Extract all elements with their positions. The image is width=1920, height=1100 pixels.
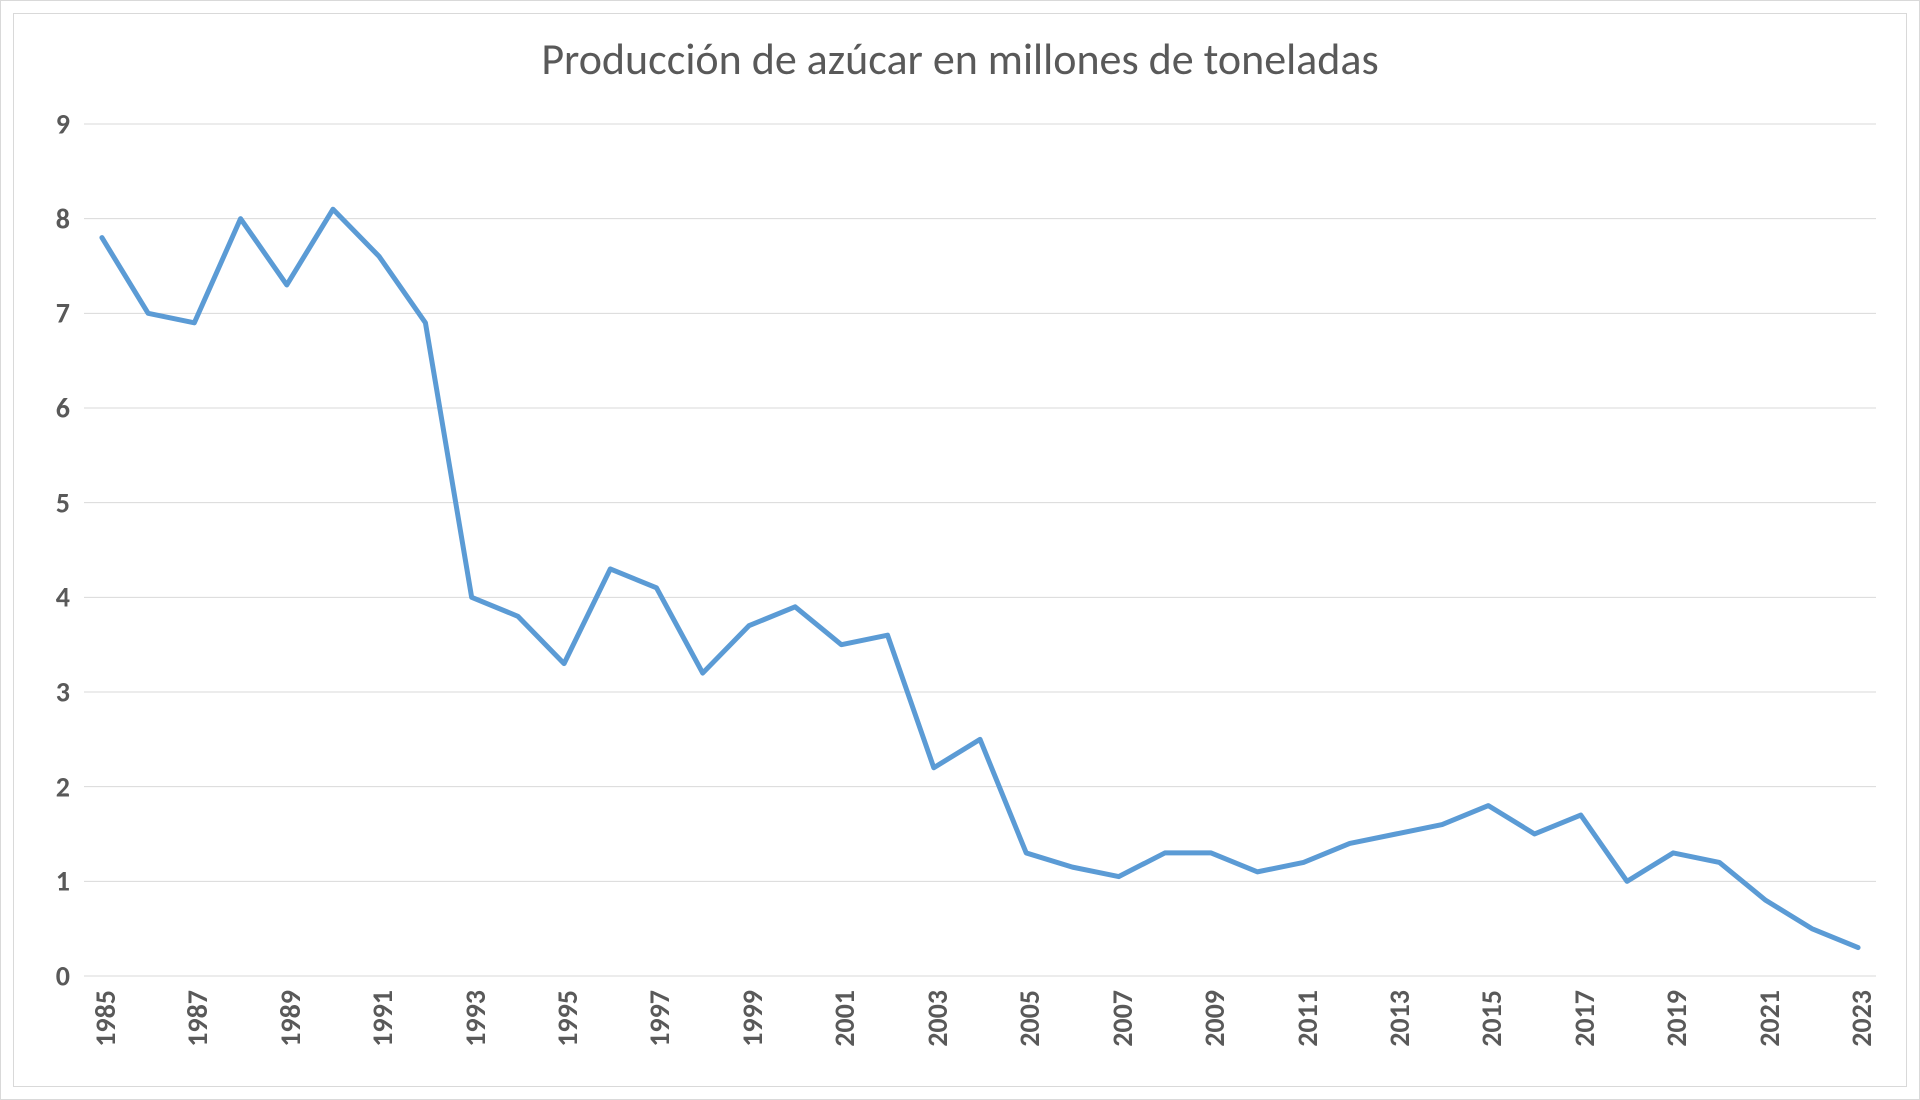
x-axis-tick-label: 2009: [1197, 990, 1232, 1047]
x-axis-tick-label: 2013: [1382, 990, 1417, 1047]
x-axis-tick-label: 2011: [1290, 990, 1325, 1047]
y-axis-tick-label: 5: [56, 485, 84, 520]
x-axis-tick-label: 2021: [1752, 990, 1787, 1047]
x-axis-tick-label: 2017: [1567, 990, 1602, 1047]
x-axis-tick-label: 2003: [920, 990, 955, 1047]
x-axis-tick-label: 2007: [1105, 990, 1140, 1047]
y-axis-tick-label: 0: [56, 959, 84, 994]
y-axis-tick-label: 7: [56, 296, 84, 331]
y-axis-tick-label: 8: [56, 201, 84, 236]
y-axis-tick-label: 3: [56, 674, 84, 709]
x-axis-tick-label: 1985: [88, 990, 123, 1047]
x-axis-tick-label: 1989: [273, 990, 308, 1047]
x-axis-tick-label: 1993: [458, 990, 493, 1047]
plot-area: 0123456789198519871989199119931995199719…: [84, 124, 1876, 976]
y-axis-tick-label: 2: [56, 769, 84, 804]
x-axis-tick-label: 1991: [365, 990, 400, 1047]
x-axis-tick-label: 2001: [827, 990, 862, 1047]
x-axis-tick-label: 2005: [1012, 990, 1047, 1047]
y-axis-tick-label: 6: [56, 390, 84, 425]
x-axis-tick-label: 1999: [735, 990, 770, 1047]
chart-inner-frame: Producción de azúcar en millones de tone…: [13, 13, 1907, 1087]
x-axis-tick-label: 1987: [180, 990, 215, 1047]
x-axis-tick-label: 2023: [1844, 990, 1879, 1047]
x-axis-tick-label: 2019: [1659, 990, 1694, 1047]
chart-outer-frame: Producción de azúcar en millones de tone…: [0, 0, 1920, 1100]
x-axis-tick-label: 2015: [1474, 990, 1509, 1047]
x-axis-tick-label: 1995: [550, 990, 585, 1047]
y-axis-tick-label: 9: [56, 107, 84, 142]
line-chart-svg: [84, 124, 1876, 976]
y-axis-tick-label: 1: [56, 864, 84, 899]
chart-title: Producción de azúcar en millones de tone…: [14, 32, 1906, 86]
x-axis-tick-label: 1997: [642, 990, 677, 1047]
y-axis-tick-label: 4: [56, 580, 84, 615]
